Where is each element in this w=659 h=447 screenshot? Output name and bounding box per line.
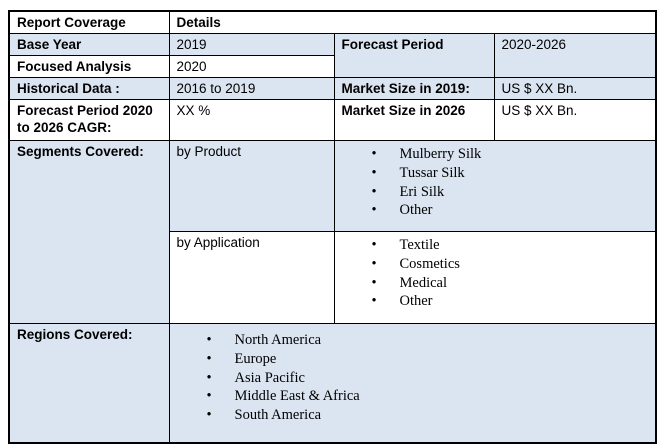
historical-data-label: Historical Data : (8, 77, 170, 100)
base-year-label: Base Year (8, 33, 170, 56)
base-year-value: 2019 (168, 33, 335, 56)
list-item: Other (342, 292, 652, 311)
row-forecast-cagr: Forecast Period 2020 to 2026 CAGR: XX % … (8, 99, 657, 141)
list-item: Cosmetics (342, 255, 652, 274)
list-item: Other (342, 201, 652, 220)
report-coverage-header-cell: Report Coverage (8, 10, 170, 34)
forecast-period-label: Forecast Period (333, 33, 495, 78)
forecast-period-value: 2020-2026 (493, 33, 657, 78)
list-item: Medical (342, 274, 652, 293)
row-historical-data: Historical Data : 2016 to 2019 Market Si… (8, 77, 657, 100)
by-application-list: Textile Cosmetics Medical Other (342, 234, 652, 311)
forecast-cagr-value: XX % (168, 99, 335, 141)
list-item: South America (177, 406, 652, 425)
list-item: Asia Pacific (177, 369, 652, 388)
historical-data-value: 2016 to 2019 (168, 77, 335, 100)
by-application-label: by Application (168, 231, 335, 324)
list-item: Europe (177, 350, 652, 369)
by-product-list: Mulberry Silk Tussar Silk Eri Silk Other (342, 143, 652, 220)
list-item: North America (177, 331, 652, 350)
report-coverage-table: Report Coverage Details Base Year 2019 F… (8, 10, 658, 444)
market-size-2026-label: Market Size in 2026 (333, 99, 495, 141)
row-regions: Regions Covered: North America Europe As… (8, 323, 657, 443)
list-item: Mulberry Silk (342, 145, 652, 164)
focused-analysis-value: 2020 (168, 55, 335, 78)
details-header-cell: Details (168, 10, 657, 34)
by-product-label: by Product (168, 140, 335, 232)
market-size-2019-value: US $ XX Bn. (493, 77, 657, 100)
list-item: Tussar Silk (342, 164, 652, 183)
row-base-year: Base Year 2019 Forecast Period 2020-2026 (8, 33, 657, 78)
list-item: Middle East & Africa (177, 387, 652, 406)
regions-covered-label: Regions Covered: (8, 323, 170, 443)
regions-items-cell: North America Europe Asia Pacific Middle… (168, 323, 657, 443)
by-product-items-cell: Mulberry Silk Tussar Silk Eri Silk Other (333, 140, 657, 232)
focused-analysis-label: Focused Analysis (8, 55, 170, 78)
list-item: Eri Silk (342, 183, 652, 202)
row-segments-by-application: by Application Textile Cosmetics Medical… (9, 231, 657, 324)
by-application-items-cell: Textile Cosmetics Medical Other (333, 231, 657, 324)
forecast-cagr-label: Forecast Period 2020 to 2026 CAGR: (8, 99, 170, 141)
regions-list: North America Europe Asia Pacific Middle… (177, 326, 652, 425)
row-segments-by-product: Segments Covered: by Product Mulberry Si… (8, 140, 657, 324)
list-item: Textile (342, 236, 652, 255)
header-row: Report Coverage Details (8, 10, 657, 34)
market-size-2026-value: US $ XX Bn. (493, 99, 657, 141)
segments-covered-label: Segments Covered: (8, 140, 170, 324)
market-size-2019-label: Market Size in 2019: (333, 77, 495, 100)
